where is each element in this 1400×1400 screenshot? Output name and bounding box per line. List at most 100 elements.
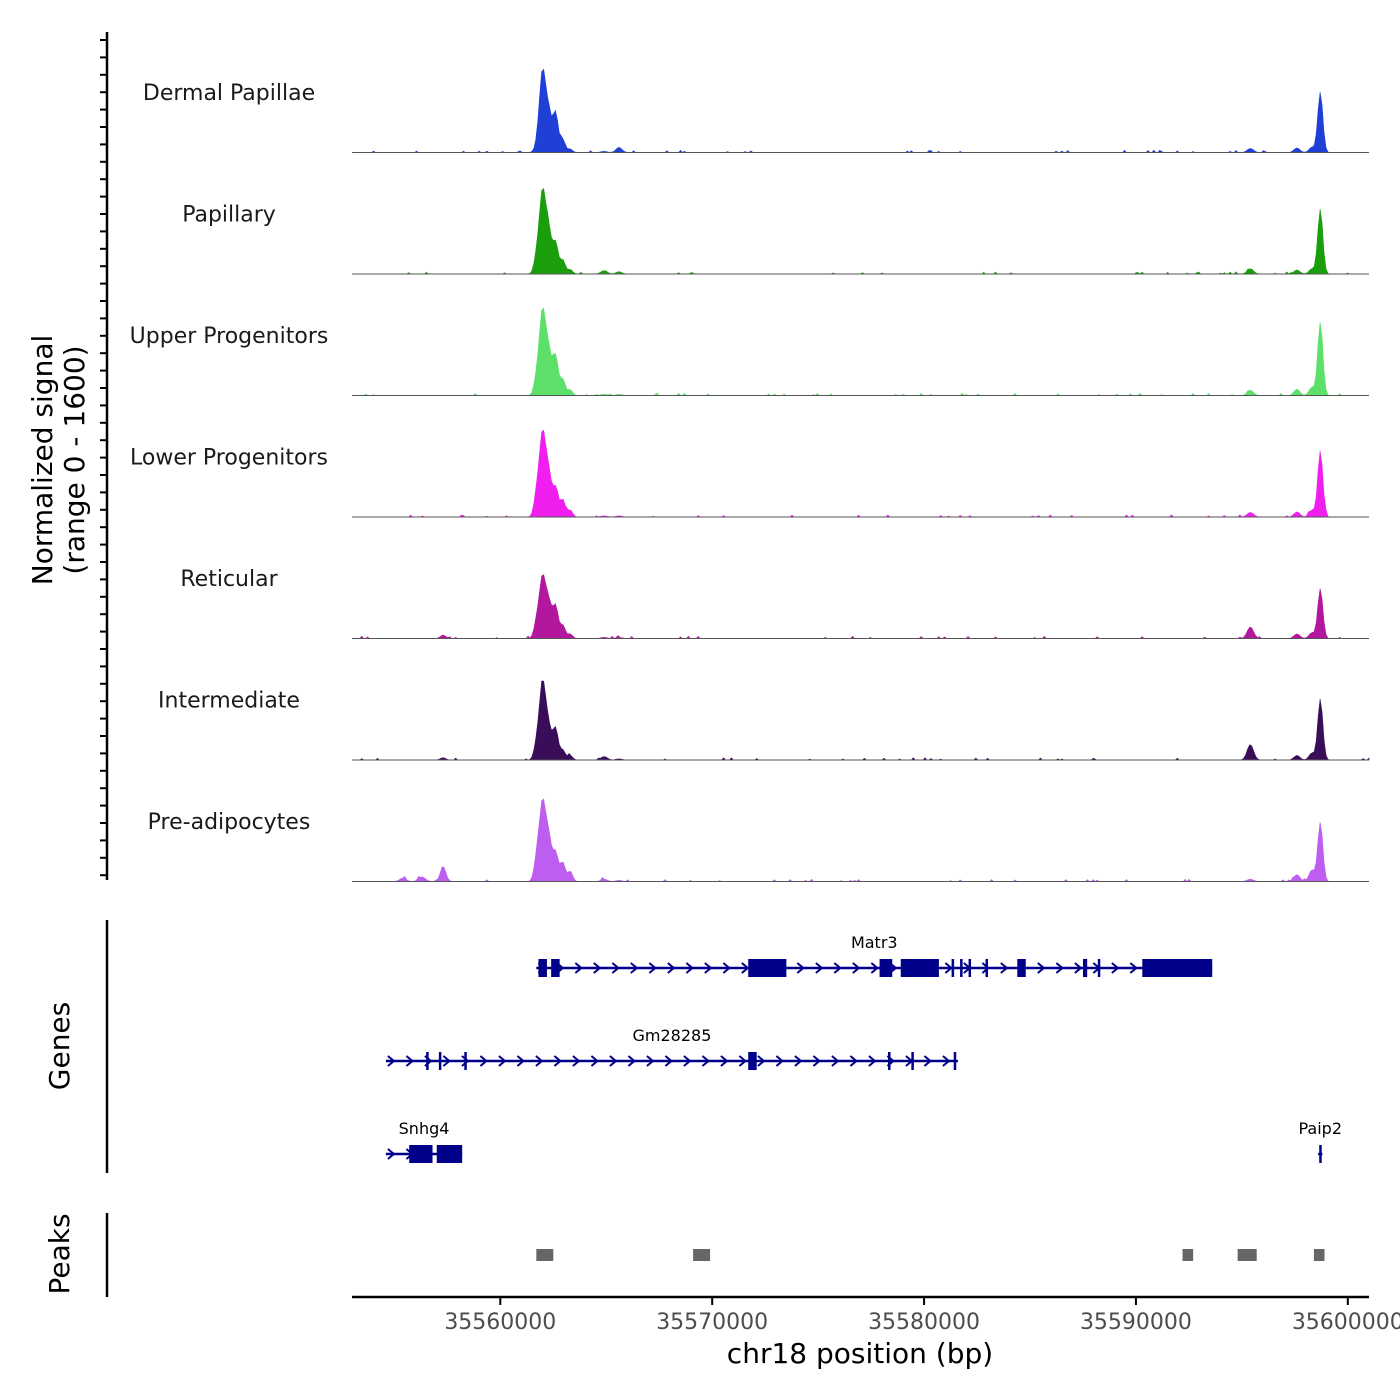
strand-arrow <box>685 962 694 974</box>
genes-track: Matr3 Gm28285 Snhg4 Paip2 <box>105 920 1343 1173</box>
gene-exon <box>1319 1145 1322 1163</box>
strand-arrow <box>923 1055 932 1067</box>
strand-arrow <box>944 962 953 974</box>
track-intermediate: Intermediate <box>158 680 1370 761</box>
track-label: Lower Progenitors <box>130 446 328 471</box>
gene-exon <box>464 1052 467 1070</box>
strand-arrow <box>630 962 639 974</box>
gene-exon <box>900 959 939 977</box>
track-label: Papillary <box>182 203 276 228</box>
coverage-area <box>352 307 1369 396</box>
gene-exon <box>1097 959 1101 977</box>
coverage-area <box>352 574 1369 639</box>
strand-arrow <box>648 962 657 974</box>
strand-arrow <box>1055 962 1064 974</box>
strand-arrow <box>1000 962 1009 974</box>
strand-arrow <box>704 962 713 974</box>
strand-arrow <box>574 962 583 974</box>
coverage-area <box>352 680 1370 761</box>
strand-arrow <box>870 962 879 974</box>
gene-exon <box>551 959 560 977</box>
track-reticular: Reticular <box>180 567 1369 639</box>
strand-arrow <box>942 1055 951 1067</box>
strand-arrow <box>868 1055 877 1067</box>
gene-exon <box>748 1052 757 1070</box>
strand-arrow <box>387 1148 396 1160</box>
strand-arrow <box>627 1055 636 1067</box>
peaks-track-title: Peaks <box>43 1213 76 1294</box>
gene-matr3: Matr3 <box>536 933 1213 977</box>
strand-arrow <box>553 1055 562 1067</box>
x-tick-label: 35580000 <box>868 1310 980 1335</box>
track-pre-adipocytes: Pre-adipocytes <box>148 798 1369 882</box>
x-tick-label: 35600000 <box>1292 1310 1400 1335</box>
gene-gm28285: Gm28285 <box>385 1026 958 1070</box>
strand-arrow <box>442 1055 451 1067</box>
gene-exon <box>953 1052 957 1070</box>
peak-region <box>536 1249 554 1261</box>
strand-arrow <box>1074 962 1083 974</box>
gene-label: Matr3 <box>851 933 898 952</box>
strand-arrow <box>815 962 824 974</box>
strand-arrow <box>611 962 620 974</box>
strand-arrow <box>646 1055 655 1067</box>
strand-arrow <box>461 1055 470 1067</box>
gene-exon <box>1082 959 1088 977</box>
strand-arrow <box>590 1055 599 1067</box>
strand-arrow <box>387 1055 396 1067</box>
strand-arrow <box>701 1055 710 1067</box>
gene-exon <box>968 959 972 977</box>
strand-arrow <box>667 962 676 974</box>
strand-arrow <box>720 1055 729 1067</box>
gene-exon <box>426 1052 429 1070</box>
gene-label: Snhg4 <box>399 1119 450 1138</box>
gene-exon <box>1142 959 1213 977</box>
gene-exon <box>538 959 547 977</box>
track-upper-progenitors: Upper Progenitors <box>130 307 1369 396</box>
track-papillary: Papillary <box>182 187 1369 275</box>
strand-arrow <box>775 1055 784 1067</box>
strand-arrow <box>535 1055 544 1067</box>
x-tick-label: 35590000 <box>1080 1310 1192 1335</box>
track-dermal-papillae: Dermal Papillae <box>143 68 1369 153</box>
x-tick-label: 35560000 <box>444 1310 556 1335</box>
gene-exon <box>438 1052 442 1070</box>
peak-region <box>1313 1249 1325 1261</box>
strand-arrow <box>498 1055 507 1067</box>
strand-arrow <box>849 1055 858 1067</box>
track-label: Dermal Papillae <box>143 81 315 106</box>
track-lower-progenitors: Lower Progenitors <box>130 429 1369 518</box>
gene-label: Paip2 <box>1299 1119 1343 1138</box>
gene-exon <box>985 959 989 977</box>
genes-track-title: Genes <box>43 1002 76 1090</box>
strand-arrow <box>516 1055 525 1067</box>
gene-exon <box>409 1145 433 1163</box>
peak-region <box>1237 1249 1257 1261</box>
strand-arrow <box>572 1055 581 1067</box>
coverage-area <box>352 798 1369 882</box>
track-label: Reticular <box>180 567 278 592</box>
gene-exon <box>436 1145 463 1163</box>
coverage-area <box>352 68 1369 153</box>
coverage-area <box>352 429 1369 518</box>
strand-arrow <box>722 962 731 974</box>
gene-exon <box>960 959 963 977</box>
strand-arrow <box>812 1055 821 1067</box>
gene-exon <box>879 959 893 977</box>
y-axis-title-line1: Normalized signal <box>26 335 59 586</box>
strand-arrow <box>738 1055 747 1067</box>
gene-snhg4: Snhg4 <box>385 1119 463 1163</box>
strand-arrow <box>1037 962 1046 974</box>
strand-arrow <box>593 962 602 974</box>
strand-arrow <box>833 962 842 974</box>
gene-exon <box>1017 959 1026 977</box>
strand-arrow <box>796 962 805 974</box>
strand-arrow <box>664 1055 673 1067</box>
gene-label: Gm28285 <box>632 1026 711 1045</box>
track-label: Intermediate <box>158 689 300 714</box>
peak-region <box>693 1249 711 1261</box>
strand-arrow <box>794 1055 803 1067</box>
x-axis: 35560000 35570000 35580000 35590000 35600000 <box>352 1295 1400 1335</box>
track-label: Pre-adipocytes <box>148 810 311 835</box>
